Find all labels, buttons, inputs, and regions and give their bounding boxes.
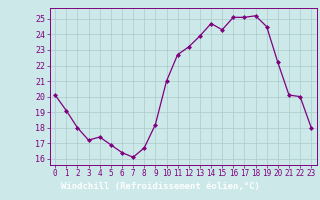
Text: Windchill (Refroidissement éolien,°C): Windchill (Refroidissement éolien,°C) — [60, 182, 260, 192]
